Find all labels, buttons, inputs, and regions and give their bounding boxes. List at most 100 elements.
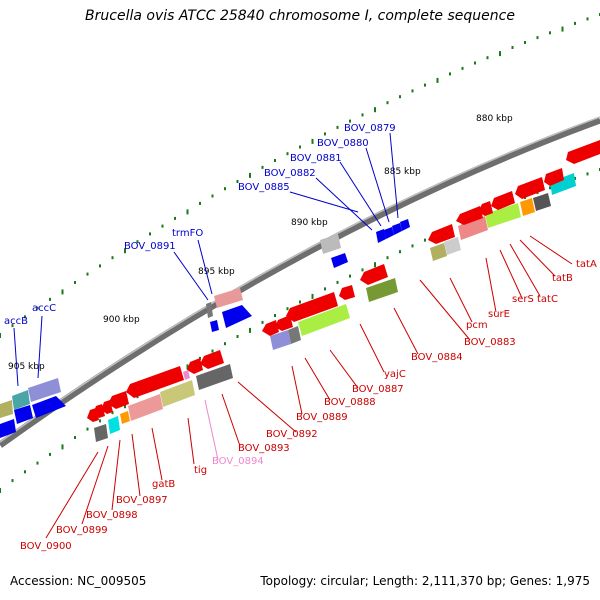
label-trmfo[interactable]: trmFO <box>172 228 203 239</box>
tick-mark <box>124 248 126 254</box>
cog-box <box>206 302 213 318</box>
tick-mark <box>361 113 364 117</box>
cog-box <box>430 243 447 261</box>
gene-arrow-bov-0891[interactable] <box>210 320 219 332</box>
label-bov-0889[interactable]: BOV_0889 <box>296 412 348 423</box>
label-bov-0894[interactable]: BOV_0894 <box>212 456 264 467</box>
gene-arrow-bov-0885[interactable] <box>331 253 348 268</box>
tick-mark <box>374 107 376 113</box>
label-sers[interactable]: serS <box>512 294 534 305</box>
label-bov-0879[interactable]: BOV_0879 <box>344 123 396 134</box>
map-title: Brucella ovis ATCC 25840 chromosome I, c… <box>85 8 515 24</box>
callout-lines <box>13 132 573 539</box>
cog-box <box>270 330 291 350</box>
tick-mark <box>299 300 301 304</box>
gene-arrow-bov-0894[interactable] <box>183 370 190 380</box>
gene-arrow-pcm[interactable] <box>456 206 483 225</box>
cog-box <box>108 416 120 434</box>
gene-arrow-bov-0887[interactable] <box>286 292 338 322</box>
tick-mark <box>261 320 264 324</box>
label-sure[interactable]: surE <box>488 309 510 320</box>
label-bov-0899[interactable]: BOV_0899 <box>56 525 108 536</box>
callout-line <box>304 357 331 401</box>
cog-box <box>366 278 398 302</box>
label-tatc[interactable]: tatC <box>537 294 558 305</box>
label-bov-0883[interactable]: BOV_0883 <box>464 337 516 348</box>
label-bov-0884[interactable]: BOV_0884 <box>411 352 463 363</box>
gene-arrow-bov-0892[interactable] <box>200 350 224 369</box>
gene-arrow-bov-0897[interactable] <box>101 400 113 414</box>
tick-mark <box>186 209 189 215</box>
tick-mark <box>511 46 514 49</box>
cog-box <box>120 411 130 424</box>
callout-line <box>365 147 390 223</box>
kbp-label-890: 890 kbp <box>291 218 328 228</box>
gene-arrow-bov-0899[interactable] <box>87 408 99 422</box>
gene-arrow-sers[interactable] <box>491 191 515 210</box>
label-bov-0893[interactable]: BOV_0893 <box>238 443 290 454</box>
gene-arrow-accc[interactable] <box>32 396 66 418</box>
tick-mark <box>49 297 51 301</box>
tick-mark <box>49 452 51 456</box>
gene-arrow-yajc[interactable] <box>339 285 355 300</box>
callout-line <box>291 365 303 415</box>
gene-arrow-accb[interactable] <box>14 405 33 424</box>
label-accb[interactable]: accB <box>4 316 28 327</box>
gene-arrow-tatc[interactable] <box>515 177 545 199</box>
label-bov-0888[interactable]: BOV_0888 <box>324 397 376 408</box>
callout-line <box>187 417 195 465</box>
callout-line <box>81 445 109 525</box>
tick-mark <box>461 66 464 70</box>
label-bov-0898[interactable]: BOV_0898 <box>86 510 138 521</box>
gene-arrow-bov-0879[interactable] <box>400 219 410 231</box>
gene-arrow-bov-0888[interactable] <box>275 315 293 331</box>
tick-mark <box>424 238 426 242</box>
gene-arrow-tatb[interactable] <box>544 168 564 186</box>
gene-arrow-bov-0882[interactable] <box>376 229 386 243</box>
tick-mark <box>349 119 351 123</box>
gene-arrow-tig[interactable] <box>126 366 184 398</box>
label-accc[interactable]: accC <box>32 303 56 314</box>
gene-arrow-bov-0881[interactable] <box>384 227 394 239</box>
tick-mark <box>199 201 201 205</box>
gene-arrow-trmfo[interactable] <box>222 305 252 328</box>
tick-mark <box>274 314 276 317</box>
tick-mark <box>236 335 239 338</box>
label-pcm[interactable]: pcm <box>466 320 488 331</box>
label-bov-0897[interactable]: BOV_0897 <box>116 495 168 506</box>
gene-arrow-bov-0893[interactable] <box>187 358 203 374</box>
label-bov-0891[interactable]: BOV_0891 <box>124 241 176 252</box>
label-tata[interactable]: tatA <box>576 259 597 270</box>
tick-mark <box>99 264 101 268</box>
callout-line <box>389 132 399 219</box>
cog-box <box>196 364 233 390</box>
callout-line <box>419 279 471 341</box>
label-bov-0880[interactable]: BOV_0880 <box>317 138 369 149</box>
label-bov-0885[interactable]: BOV_0885 <box>238 182 290 193</box>
cog-box <box>288 326 301 344</box>
label-bov-0892[interactable]: BOV_0892 <box>266 429 318 440</box>
label-bov-0900[interactable]: BOV_0900 <box>20 541 72 552</box>
label-yajc[interactable]: yajC <box>384 369 406 380</box>
label-bov-0887[interactable]: BOV_0887 <box>352 384 404 395</box>
tick-mark <box>474 61 476 65</box>
gene-arrow-bov-0884[interactable] <box>360 264 388 285</box>
label-bov-0882[interactable]: BOV_0882 <box>264 168 316 179</box>
cog-box <box>94 424 108 442</box>
gene-arrow-sure[interactable] <box>478 201 493 216</box>
label-gatb[interactable]: gatB <box>152 479 175 490</box>
gene-arrow-gatb[interactable] <box>108 391 129 409</box>
gene-arrow-edge[interactable] <box>0 419 16 438</box>
label-tatb[interactable]: tatB <box>552 273 573 284</box>
label-bov-0881[interactable]: BOV_0881 <box>290 153 342 164</box>
tick-mark <box>36 306 39 310</box>
kbp-label-895: 895 kbp <box>198 267 235 277</box>
label-tig[interactable]: tig <box>194 465 207 476</box>
gene-arrow-bov-0880[interactable] <box>392 223 402 235</box>
tick-mark <box>549 186 551 190</box>
callout-line <box>393 307 419 355</box>
gene-arrow-tata[interactable] <box>566 140 600 164</box>
gene-arrow-bov-0889[interactable] <box>262 320 279 336</box>
gene-arrow-bov-0883[interactable] <box>428 224 455 244</box>
